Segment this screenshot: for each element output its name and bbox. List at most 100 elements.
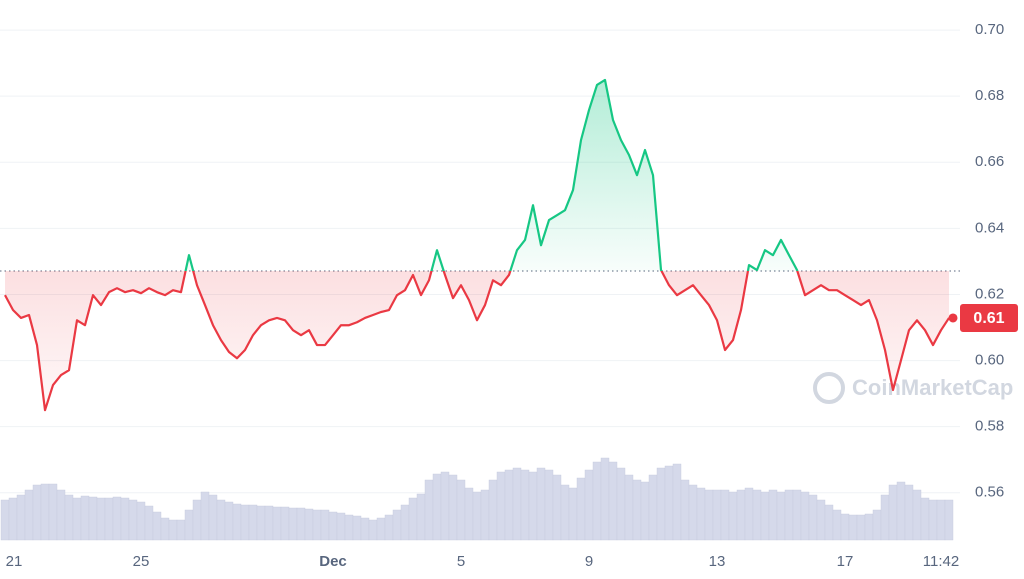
volume-bar [56, 489, 66, 541]
volume-bar [176, 519, 186, 541]
volume-bar [184, 509, 194, 541]
x-tick-label: 5 [457, 553, 465, 570]
volume-bar [296, 507, 306, 541]
volume-bar [72, 497, 82, 541]
volume-bar [120, 497, 130, 541]
volume-bar [888, 484, 898, 541]
volume-bar [752, 489, 762, 541]
volume-bar [40, 483, 50, 541]
x-tick-label: 13 [709, 553, 726, 570]
current-price-badge [960, 303, 1018, 332]
volume-bar [760, 491, 770, 541]
volume-bar [800, 491, 810, 541]
volume-bar [504, 469, 514, 541]
volume-bar [192, 499, 202, 541]
volume-bar [496, 471, 506, 541]
volume-bar [288, 507, 298, 541]
volume-bar [584, 469, 594, 541]
volume-bar [32, 484, 42, 541]
volume-bar [160, 517, 170, 541]
volume-bar [688, 484, 698, 541]
y-tick-label: 0.58 [975, 418, 1004, 435]
volume-bar [792, 489, 802, 541]
volume-bar [104, 497, 114, 541]
volume-bar [544, 469, 554, 541]
x-tick-label: 11:42 [923, 553, 959, 570]
volume-bar [704, 489, 714, 541]
volume-bar [592, 461, 602, 541]
volume-bar [304, 508, 314, 541]
volume-bar [200, 491, 210, 541]
volume-bar [352, 515, 362, 541]
volume-bar [536, 467, 546, 541]
y-tick-label: 0.62 [975, 285, 1004, 302]
volume-bar [128, 499, 138, 541]
watermark-logo [813, 372, 845, 404]
volume-bar [936, 499, 946, 541]
volume-bar [744, 487, 754, 541]
volume-bar [512, 467, 522, 541]
volume-bar [232, 503, 242, 541]
volume-bar [616, 467, 626, 541]
volume-bar [360, 517, 370, 541]
volume-bar [824, 504, 834, 541]
volume-bar [216, 499, 226, 541]
volume-bar [680, 479, 690, 541]
x-tick-label: Dec [319, 553, 347, 570]
y-tick-label: 0.66 [975, 153, 1004, 170]
volume-bar [568, 487, 578, 541]
volume-bar [920, 497, 930, 541]
volume-bar [208, 494, 218, 541]
watermark: CoinMarketCap [813, 372, 1013, 404]
current-price-dot [948, 313, 958, 323]
volume-bar [24, 489, 34, 541]
volume-bar [384, 514, 394, 541]
volume-bar [848, 514, 858, 541]
x-tick-label: 9 [585, 553, 593, 570]
volume-bar [816, 499, 826, 541]
volume-bar [560, 484, 570, 541]
volume-bar [432, 473, 442, 541]
x-tick-label: 17 [837, 553, 854, 570]
price-line [4, 78, 950, 412]
volume-bar [136, 501, 146, 541]
volume-bar [696, 487, 706, 541]
volume-bar [224, 501, 234, 541]
volume-bar [872, 509, 882, 541]
volume-bar [664, 465, 674, 541]
volume-bar [152, 511, 162, 541]
volume-bar [240, 504, 250, 541]
volume-bar [912, 489, 922, 541]
volume-bar [8, 497, 18, 541]
x-tick-label: 21 [6, 553, 23, 570]
volume-bar [80, 495, 90, 541]
volume-bar [904, 484, 914, 541]
volume-bar [0, 499, 10, 541]
volume-bar [552, 474, 562, 541]
volume-bar [336, 512, 346, 541]
volume-bar [488, 479, 498, 541]
volume-bar [528, 471, 538, 541]
volume-bar [392, 509, 402, 541]
volume-bar [600, 457, 610, 541]
x-tick-label: 25 [133, 553, 150, 570]
volume-bar [168, 519, 178, 541]
volume-bar [640, 481, 650, 541]
volume-bar [440, 471, 450, 541]
volume-bar [344, 514, 354, 541]
y-tick-label: 0.56 [975, 484, 1004, 501]
volume-bar [648, 474, 658, 541]
volume-bar [712, 489, 722, 541]
volume-bar [328, 511, 338, 541]
volume-bar [896, 481, 906, 541]
volume-bar [16, 494, 26, 541]
volume-bar [608, 461, 618, 541]
volume-bar [464, 487, 474, 541]
volume-bar [424, 479, 434, 541]
volume-bar [272, 506, 282, 541]
price-area [5, 79, 949, 411]
volume-bar [368, 519, 378, 541]
y-tick-label: 0.68 [975, 87, 1004, 104]
volume-bar [864, 513, 874, 541]
